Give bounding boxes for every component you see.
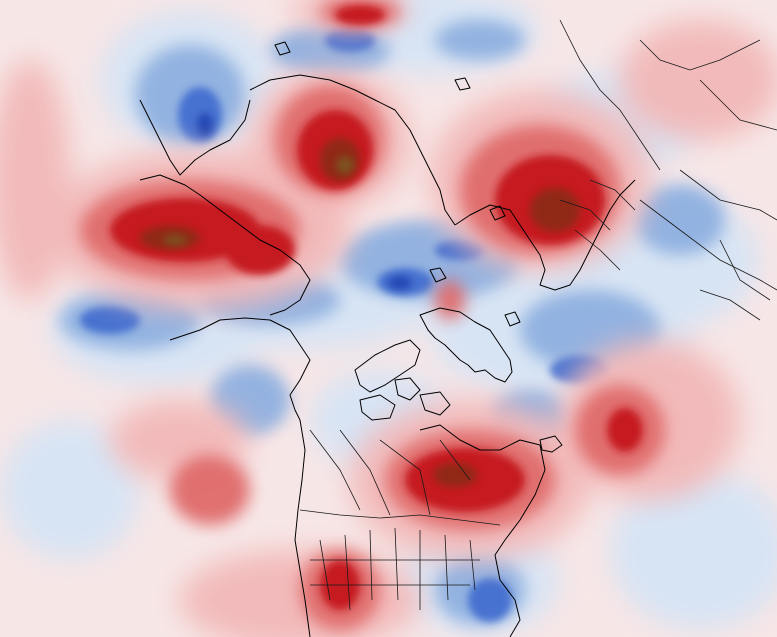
alaska-coastline — [169, 317, 311, 421]
europe-borders — [559, 179, 636, 271]
canadian-archipelago-coastline — [354, 339, 451, 421]
coastlines — [139, 41, 636, 637]
arctic-islands — [274, 41, 521, 327]
canada-provinces — [309, 429, 471, 516]
warm-anomaly-core — [163, 156, 354, 245]
asia-borders — [639, 199, 777, 321]
canada-us-border — [299, 509, 501, 526]
political-borders — [299, 19, 777, 611]
us-state-lines — [310, 527, 480, 611]
greenland-coastline — [419, 307, 513, 383]
chukotka-coastline — [139, 174, 311, 316]
north-america-coastline — [294, 419, 546, 637]
iceland-coastline — [539, 435, 563, 453]
cool-anomaly-extreme — [197, 113, 412, 290]
kamchatka-coastline — [139, 99, 251, 176]
russia-borders — [559, 19, 777, 221]
siberia-coastline — [249, 74, 456, 226]
